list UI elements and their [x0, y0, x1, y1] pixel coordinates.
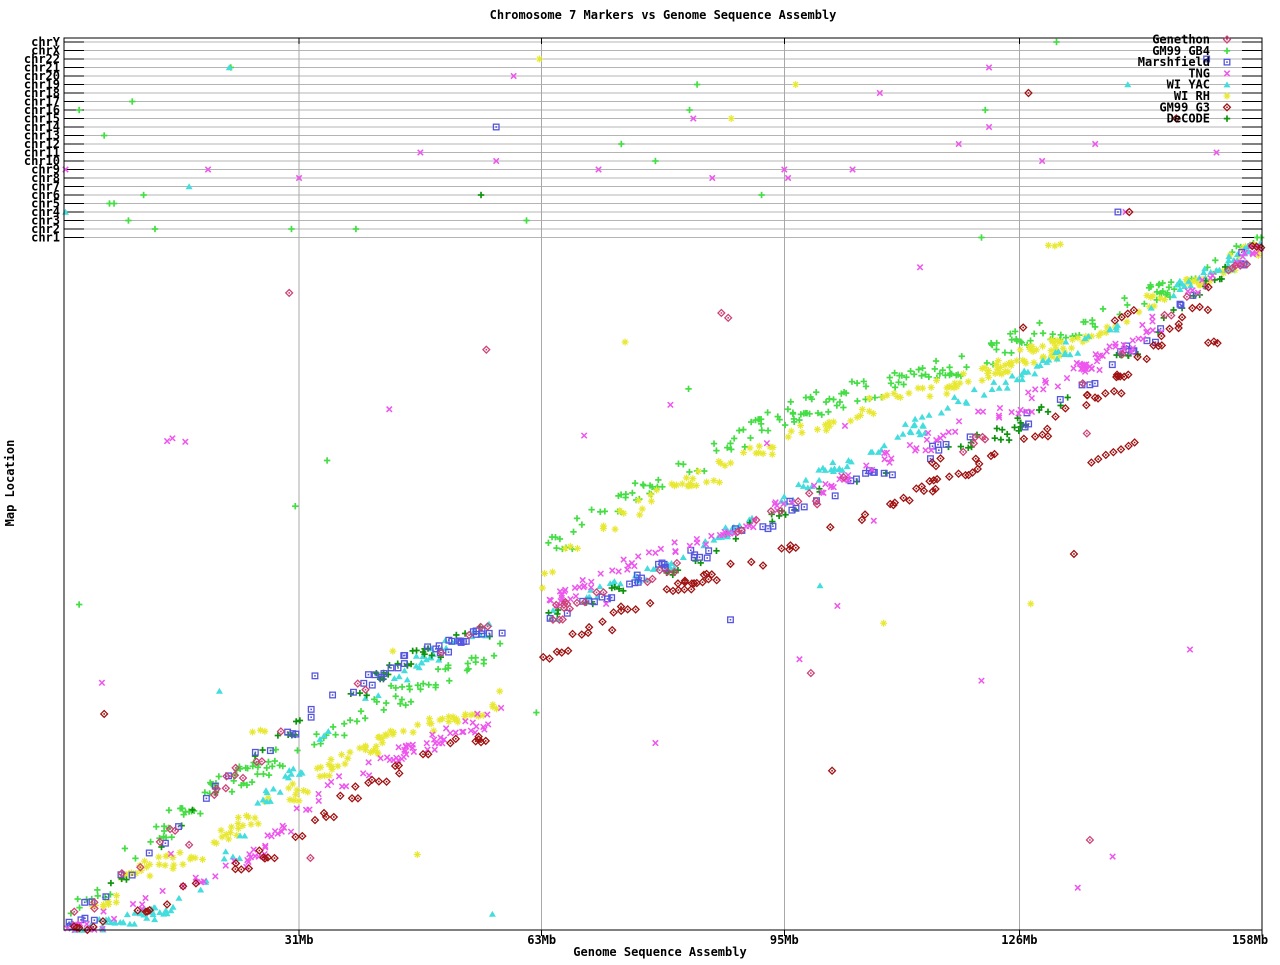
- x-axis-title: Genome Sequence Assembly: [573, 945, 746, 959]
- legend-marker-g3-icon: [1222, 102, 1232, 112]
- data-points: [62, 38, 1266, 935]
- x-tick-label-63: 63Mb: [527, 933, 556, 947]
- x-tick-label-126: 126Mb: [1001, 933, 1037, 947]
- row-label-chr17: chr17: [24, 95, 60, 109]
- legend-marker-decode-icon: [1223, 115, 1231, 122]
- axes: 31Mb 63Mb 95Mb 126Mb 158Mb chrYchrXchr22chr21…: [24, 35, 1268, 947]
- legend-label-marshfield: Marshfield: [1138, 55, 1210, 69]
- gridlines: [64, 38, 1262, 930]
- legend-label-genethon: Genethon: [1152, 33, 1210, 47]
- row-label-chr14: chr14: [24, 120, 60, 134]
- row-label-chr1: chr1: [31, 231, 60, 245]
- series-genethon: [69, 259, 1252, 917]
- row-label-chr22: chr22: [24, 52, 60, 66]
- legend-marker-wirh-icon: [1223, 92, 1231, 100]
- series-tng: [62, 64, 1265, 934]
- row-label-chr4: chr4: [31, 205, 60, 219]
- series-wirh: [88, 55, 1263, 911]
- series-gb4: [67, 38, 1265, 917]
- x-tick-label-95: 95Mb: [770, 933, 799, 947]
- row-label-chr15: chr15: [24, 112, 60, 126]
- row-label-chr20: chr20: [24, 69, 60, 83]
- legend-marker-tng-icon: [1223, 70, 1231, 77]
- row-label-chr7: chr7: [31, 180, 60, 194]
- row-label-chr21: chr21: [24, 61, 60, 75]
- y-axis-title: Map Location: [3, 440, 17, 527]
- legend-label-wiyac: WI YAC: [1167, 78, 1210, 92]
- legend-marker-marshfield-icon: [1223, 58, 1231, 66]
- row-label-chr9: chr9: [31, 163, 60, 177]
- row-label-chr16: chr16: [24, 103, 60, 117]
- row-label-chr11: chr11: [24, 146, 60, 160]
- row-label-chr18: chr18: [24, 86, 60, 100]
- row-label-chr3: chr3: [31, 214, 60, 228]
- row-label-chr19: chr19: [24, 78, 60, 92]
- legend-label-tng: TNG: [1188, 66, 1210, 80]
- row-label-chr2: chr2: [31, 222, 60, 236]
- legend-label-wirh: WI RH: [1174, 89, 1210, 103]
- legend-marker-genethon-icon: [1222, 35, 1232, 44]
- row-label-chr6: chr6: [31, 188, 60, 202]
- series-decode: [68, 191, 1229, 928]
- x-tick-label-158: 158Mb: [1232, 933, 1268, 947]
- legend-label-decode: DeCODE: [1167, 112, 1210, 126]
- x-tick-label-31: 31Mb: [285, 933, 314, 947]
- chart-title: Chromosome 7 Markers vs Genome Sequence …: [490, 8, 837, 22]
- row-label-chrY: chrY: [31, 35, 61, 49]
- legend-label-gb4: GM99 GB4: [1152, 44, 1210, 58]
- series-g3: [69, 88, 1266, 935]
- row-label-chr12: chr12: [24, 137, 60, 151]
- row-label-chr13: chr13: [24, 129, 60, 143]
- legend-marker-wiyac-icon: [1223, 81, 1231, 88]
- row-label-chr10: chr10: [24, 154, 60, 168]
- row-label-chrX: chrX: [31, 44, 61, 58]
- legend-marker-gb4-icon: [1223, 47, 1231, 54]
- row-label-chr8: chr8: [31, 171, 60, 185]
- row-label-chr5: chr5: [31, 197, 60, 211]
- legend-label-g3: GM99 G3: [1159, 100, 1210, 114]
